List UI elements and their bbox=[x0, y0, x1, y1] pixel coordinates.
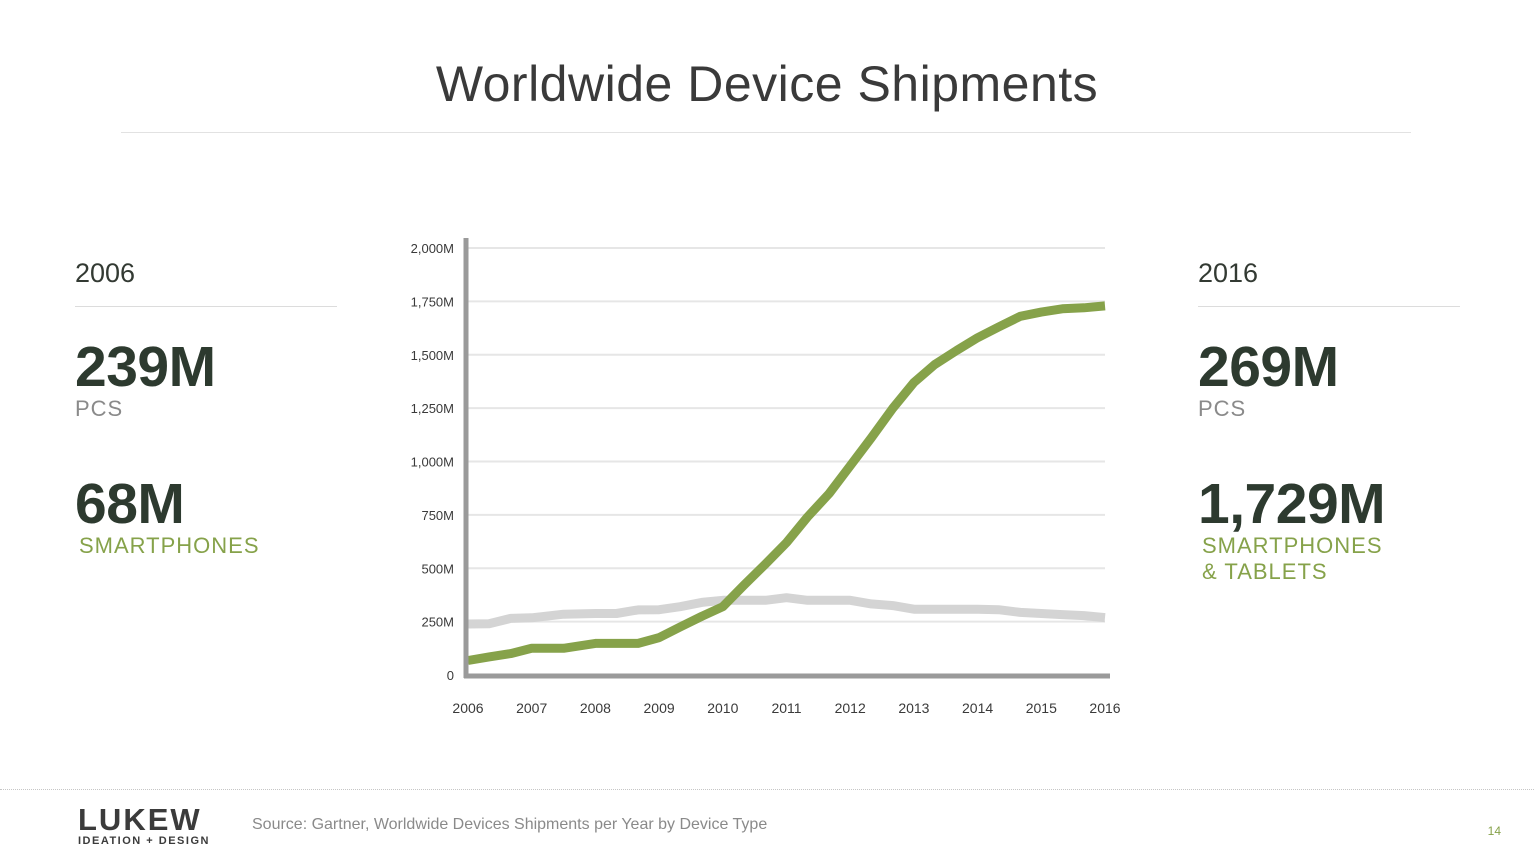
series-line-smartphones_tablets bbox=[467, 301, 1106, 665]
x-tick-label-2006: 2006 bbox=[452, 700, 483, 716]
left-year-divider bbox=[75, 306, 337, 307]
y-tick-label-750: 750M bbox=[421, 508, 454, 523]
y-tick-label-500: 500M bbox=[421, 561, 454, 576]
x-tick-label-2009: 2009 bbox=[644, 700, 675, 716]
x-tick-label-2014: 2014 bbox=[962, 700, 993, 716]
right-year-divider bbox=[1198, 306, 1460, 307]
page-title: Worldwide Device Shipments bbox=[435, 56, 1099, 112]
page-number: 14 bbox=[1487, 824, 1501, 838]
left-pcs-value: 239M bbox=[75, 335, 216, 399]
right-smartphones-label: SMARTPHONES & TABLETS bbox=[1198, 533, 1460, 585]
left-smartphones-value: 68M bbox=[75, 472, 185, 536]
lukew-logo: LUKEW IDEATION + DESIGN bbox=[78, 802, 228, 847]
logo-tagline: IDEATION + DESIGN bbox=[78, 835, 210, 847]
right-stats-panel: 2016 269M PCS 1,729M SMARTPHONES & TABLE… bbox=[1198, 258, 1460, 585]
y-tick-label-1000: 1,000M bbox=[411, 455, 454, 470]
y-tick-label-250: 250M bbox=[421, 615, 454, 630]
y-tick-label-0: 0 bbox=[447, 668, 454, 683]
logo-wordmark: LUKEW bbox=[78, 802, 202, 837]
x-tick-label-2013: 2013 bbox=[898, 700, 929, 716]
right-smartphones-label-line2: & TABLETS bbox=[1202, 559, 1328, 584]
right-year: 2016 bbox=[1198, 258, 1259, 288]
left-stats-panel: 2006 239M PCS 68M SMARTPHONES bbox=[75, 258, 337, 559]
right-pcs-value: 269M bbox=[1198, 335, 1339, 399]
chart-y-tick-labels: 0 250M 500M 750M 1,000M 1,250M 1,500M 1,750M 2,0… bbox=[411, 241, 454, 683]
x-tick-label-2016: 2016 bbox=[1089, 700, 1120, 716]
chart-axes bbox=[463, 238, 1110, 679]
chart-gridlines bbox=[468, 247, 1105, 623]
right-pcs-label: PCS bbox=[1198, 396, 1247, 421]
x-tick-label-2007: 2007 bbox=[516, 700, 547, 716]
x-tick-label-2015: 2015 bbox=[1026, 700, 1057, 716]
left-year: 2006 bbox=[75, 258, 136, 288]
shipments-line-chart: 0 250M 500M 750M 1,000M 1,250M 1,500M 1,750M 2,0… bbox=[411, 238, 1121, 716]
y-tick-label-1500: 1,500M bbox=[411, 348, 454, 363]
y-tick-label-1750: 1,750M bbox=[411, 294, 454, 309]
x-tick-label-2010: 2010 bbox=[707, 700, 738, 716]
y-tick-label-2000: 2,000M bbox=[411, 241, 454, 256]
chart-series bbox=[467, 301, 1106, 665]
right-smartphones-label-line1: SMARTPHONES bbox=[1202, 533, 1383, 558]
left-pcs-label: PCS bbox=[75, 396, 124, 421]
x-tick-label-2008: 2008 bbox=[580, 700, 611, 716]
right-smartphones-value: 1,729M bbox=[1198, 472, 1386, 536]
footer-divider bbox=[0, 789, 1534, 790]
chart-x-tick-labels: 2006 2007 2008 2009 2010 2011 2012 2013 2014 2015… bbox=[452, 700, 1120, 716]
series-line-pcs bbox=[467, 593, 1106, 629]
x-tick-label-2011: 2011 bbox=[771, 700, 801, 716]
x-tick-label-2012: 2012 bbox=[835, 700, 866, 716]
title-divider bbox=[121, 132, 1411, 133]
source-citation: Source: Gartner, Worldwide Devices Shipm… bbox=[252, 816, 768, 833]
y-tick-label-1250: 1,250M bbox=[411, 401, 454, 416]
left-smartphones-label: SMARTPHONES bbox=[79, 533, 260, 558]
